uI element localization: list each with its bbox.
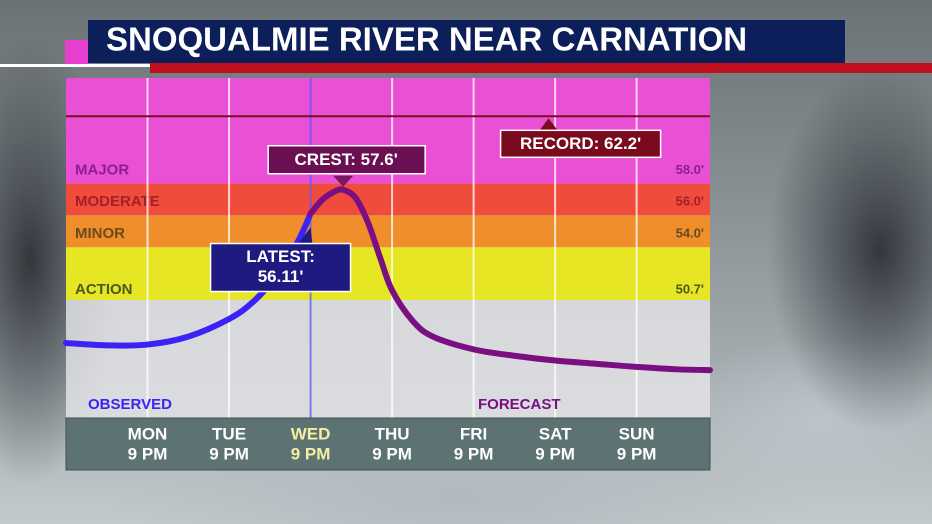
x-tick-sublabel: 9 PM [535, 444, 575, 463]
record-box [499, 129, 662, 159]
latest-box [209, 242, 352, 293]
accent-block [65, 40, 90, 66]
title-banner [88, 20, 845, 63]
legend-label: OBSERVED [88, 396, 172, 413]
latest-heading: LATEST: [246, 247, 315, 266]
stage-band [66, 183, 710, 216]
stage-name: MINOR [75, 225, 125, 242]
accent-stripe [150, 63, 932, 73]
x-tick-sublabel: 9 PM [128, 444, 168, 463]
stage-value: 54.0' [676, 226, 704, 241]
x-tick-sublabel: 9 PM [454, 444, 494, 463]
record-pointer [539, 118, 558, 131]
accent-line [0, 64, 150, 67]
x-tick-sublabel: 9 PM [291, 444, 331, 463]
legend-label: FORECAST [478, 396, 561, 413]
stage-name: MAJOR [75, 161, 129, 178]
stage-name: ACTION [75, 281, 133, 298]
stage-name: MODERATE [75, 193, 160, 210]
x-tick-label: FRI [460, 424, 487, 443]
x-tick-label: MON [128, 424, 168, 443]
x-tick-label: SUN [619, 424, 655, 443]
crest-label: CREST: 57.6' [295, 150, 398, 169]
plot-area: ACTION 50.7' MINOR 54.0' MODERATE 56.0' MAJOR 5… [63, 78, 713, 471]
crest-box [267, 144, 426, 175]
stage-value: 50.7' [676, 281, 704, 296]
x-tick-label: SAT [539, 424, 572, 443]
latest-pointer [296, 227, 313, 246]
record-label: RECORD: 62.2' [520, 134, 641, 153]
x-axis-band [65, 417, 711, 471]
stage-band [66, 215, 710, 248]
series-line [307, 186, 713, 374]
crest-pointer [333, 175, 354, 187]
x-tick-sublabel: 9 PM [372, 444, 412, 463]
x-tick-sublabel: 9 PM [617, 444, 657, 463]
x-tick-sublabel: 9 PM [209, 444, 249, 463]
chart-title: SNOQUALMIE RIVER NEAR CARNATION [106, 21, 747, 58]
stage-value: 56.0' [676, 194, 704, 209]
x-tick-label: WED [291, 424, 331, 443]
latest-label: 56.11' [258, 267, 304, 286]
stage-value: 58.0' [676, 162, 704, 177]
x-tick-label: TUE [212, 424, 246, 443]
x-tick-label: THU [375, 424, 410, 443]
